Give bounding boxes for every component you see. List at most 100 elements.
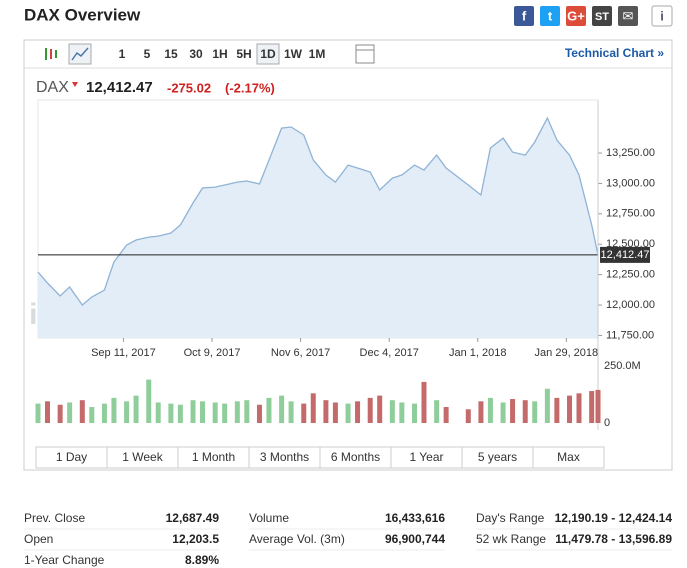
range-button-label: Max xyxy=(557,450,580,464)
interval-button[interactable]: 30 xyxy=(189,47,203,61)
interval-button[interactable]: 1 xyxy=(119,47,126,61)
volume-bar xyxy=(89,407,95,423)
volume-bar xyxy=(111,397,117,423)
stat-label: 1-Year Change xyxy=(24,553,105,567)
interval-button[interactable]: 1W xyxy=(284,47,303,61)
interval-active xyxy=(256,43,280,65)
volume-bar xyxy=(532,401,538,423)
volume-bar xyxy=(101,403,107,423)
volume-bar xyxy=(522,400,528,423)
share-icon-label: ST xyxy=(595,11,609,23)
quote-symbol: DAX xyxy=(36,79,69,96)
range-button-label: 6 Months xyxy=(331,450,380,464)
y-tick-label: 11,750.00 xyxy=(606,329,654,341)
interval-button[interactable]: 1D xyxy=(260,47,276,61)
volume-bar xyxy=(434,400,440,423)
volume-bar xyxy=(133,395,139,423)
y-tick-label: 12,000.00 xyxy=(606,299,655,311)
stat-label: Prev. Close xyxy=(24,511,85,525)
x-tick-label: Sep 11, 2017 xyxy=(91,347,156,359)
volume-bar xyxy=(266,397,272,423)
range-button-label: 1 Year xyxy=(409,450,443,464)
page-title: DAX Overview xyxy=(24,5,141,24)
volume-bar xyxy=(323,400,329,423)
volume-bar xyxy=(332,402,338,423)
quote-last: 12,412.47 xyxy=(86,79,153,96)
y-tick-label: 13,000.00 xyxy=(606,177,655,189)
range-button-label: 1 Day xyxy=(56,450,87,464)
y-tick-label: 13,250.00 xyxy=(606,147,655,159)
volume-bar xyxy=(57,404,63,423)
share-icon[interactable] xyxy=(651,5,673,27)
volume-bar xyxy=(465,409,471,423)
stat-value: 12,190.19 - 12,424.14 xyxy=(555,511,673,525)
volume-bar xyxy=(200,401,206,423)
volume-bar xyxy=(301,403,307,423)
stat-value: 12,203.5 xyxy=(172,532,219,546)
volume-tick-label: 250.0M xyxy=(604,360,641,372)
line-icon xyxy=(71,47,89,61)
range-button[interactable] xyxy=(532,446,605,469)
share-icon[interactable] xyxy=(592,6,612,26)
stat-value: 96,900,744 xyxy=(385,532,445,546)
volume-bar xyxy=(35,403,41,423)
range-button-label: 5 years xyxy=(478,450,517,464)
share-icon[interactable] xyxy=(566,6,586,26)
line-button[interactable] xyxy=(68,43,92,65)
volume-bar xyxy=(544,388,550,423)
last-price-label: 12,412.47 xyxy=(601,249,650,261)
volume-bar xyxy=(67,402,73,423)
stat-value: 11,479.78 - 13,596.89 xyxy=(555,532,672,546)
volume-bar xyxy=(168,403,174,423)
volume-bar xyxy=(567,395,573,423)
volume-bar xyxy=(234,401,240,423)
stat-value: 8.89% xyxy=(185,553,219,567)
stat-value: 16,433,616 xyxy=(385,511,445,525)
volume-bar xyxy=(288,401,294,423)
interval-button[interactable]: 5H xyxy=(236,47,251,61)
volume-bar xyxy=(554,397,560,423)
volume-bar xyxy=(389,400,395,423)
x-tick-label: Jan 1, 2018 xyxy=(449,347,507,359)
volume-bar xyxy=(190,400,196,423)
volume-bar xyxy=(377,395,383,423)
x-tick-label: Jan 29, 2018 xyxy=(535,347,599,359)
quote-change: -275.02 xyxy=(167,80,211,95)
x-tick-label: Dec 4, 2017 xyxy=(360,347,419,359)
share-icon[interactable] xyxy=(514,6,534,26)
interval-button[interactable]: 15 xyxy=(164,47,178,61)
volume-bar xyxy=(443,407,449,423)
volume-tick-label: 0 xyxy=(604,417,610,429)
volume-bar xyxy=(244,400,250,423)
x-tick-label: Oct 9, 2017 xyxy=(184,347,241,359)
down-arrow xyxy=(72,82,78,87)
interval-button[interactable]: 1H xyxy=(212,47,227,61)
technical-chart-link[interactable]: Technical Chart » xyxy=(565,46,664,60)
share-icon-label: t xyxy=(548,8,553,23)
last-price-box xyxy=(600,246,650,263)
volume-bar xyxy=(355,401,361,423)
volume-bar xyxy=(589,391,595,423)
volume-bar xyxy=(510,399,516,423)
range-button-label: 3 Months xyxy=(260,450,309,464)
volume-bar xyxy=(478,401,484,423)
stat-label: Open xyxy=(24,532,53,546)
stat-label: Average Vol. (3m) xyxy=(249,532,345,546)
share-icon[interactable] xyxy=(618,6,638,26)
volume-bar xyxy=(212,402,218,423)
share-icon-label: f xyxy=(522,8,527,23)
volume-bar xyxy=(177,404,183,423)
volume-bar xyxy=(500,402,506,423)
volume-bar xyxy=(310,393,316,423)
volume-bar xyxy=(146,379,152,423)
volume-bar xyxy=(256,404,262,423)
volume-bar xyxy=(399,402,405,423)
calendar-button[interactable] xyxy=(355,44,375,64)
stat-label: 52 wk Range xyxy=(476,532,546,546)
stat-label: Volume xyxy=(249,511,289,525)
interval-button[interactable]: 5 xyxy=(144,47,151,61)
share-icon[interactable] xyxy=(540,6,560,26)
interval-button[interactable]: 1M xyxy=(309,47,326,61)
share-icon-label: G+ xyxy=(567,8,585,23)
share-icon-label: i xyxy=(660,8,664,23)
